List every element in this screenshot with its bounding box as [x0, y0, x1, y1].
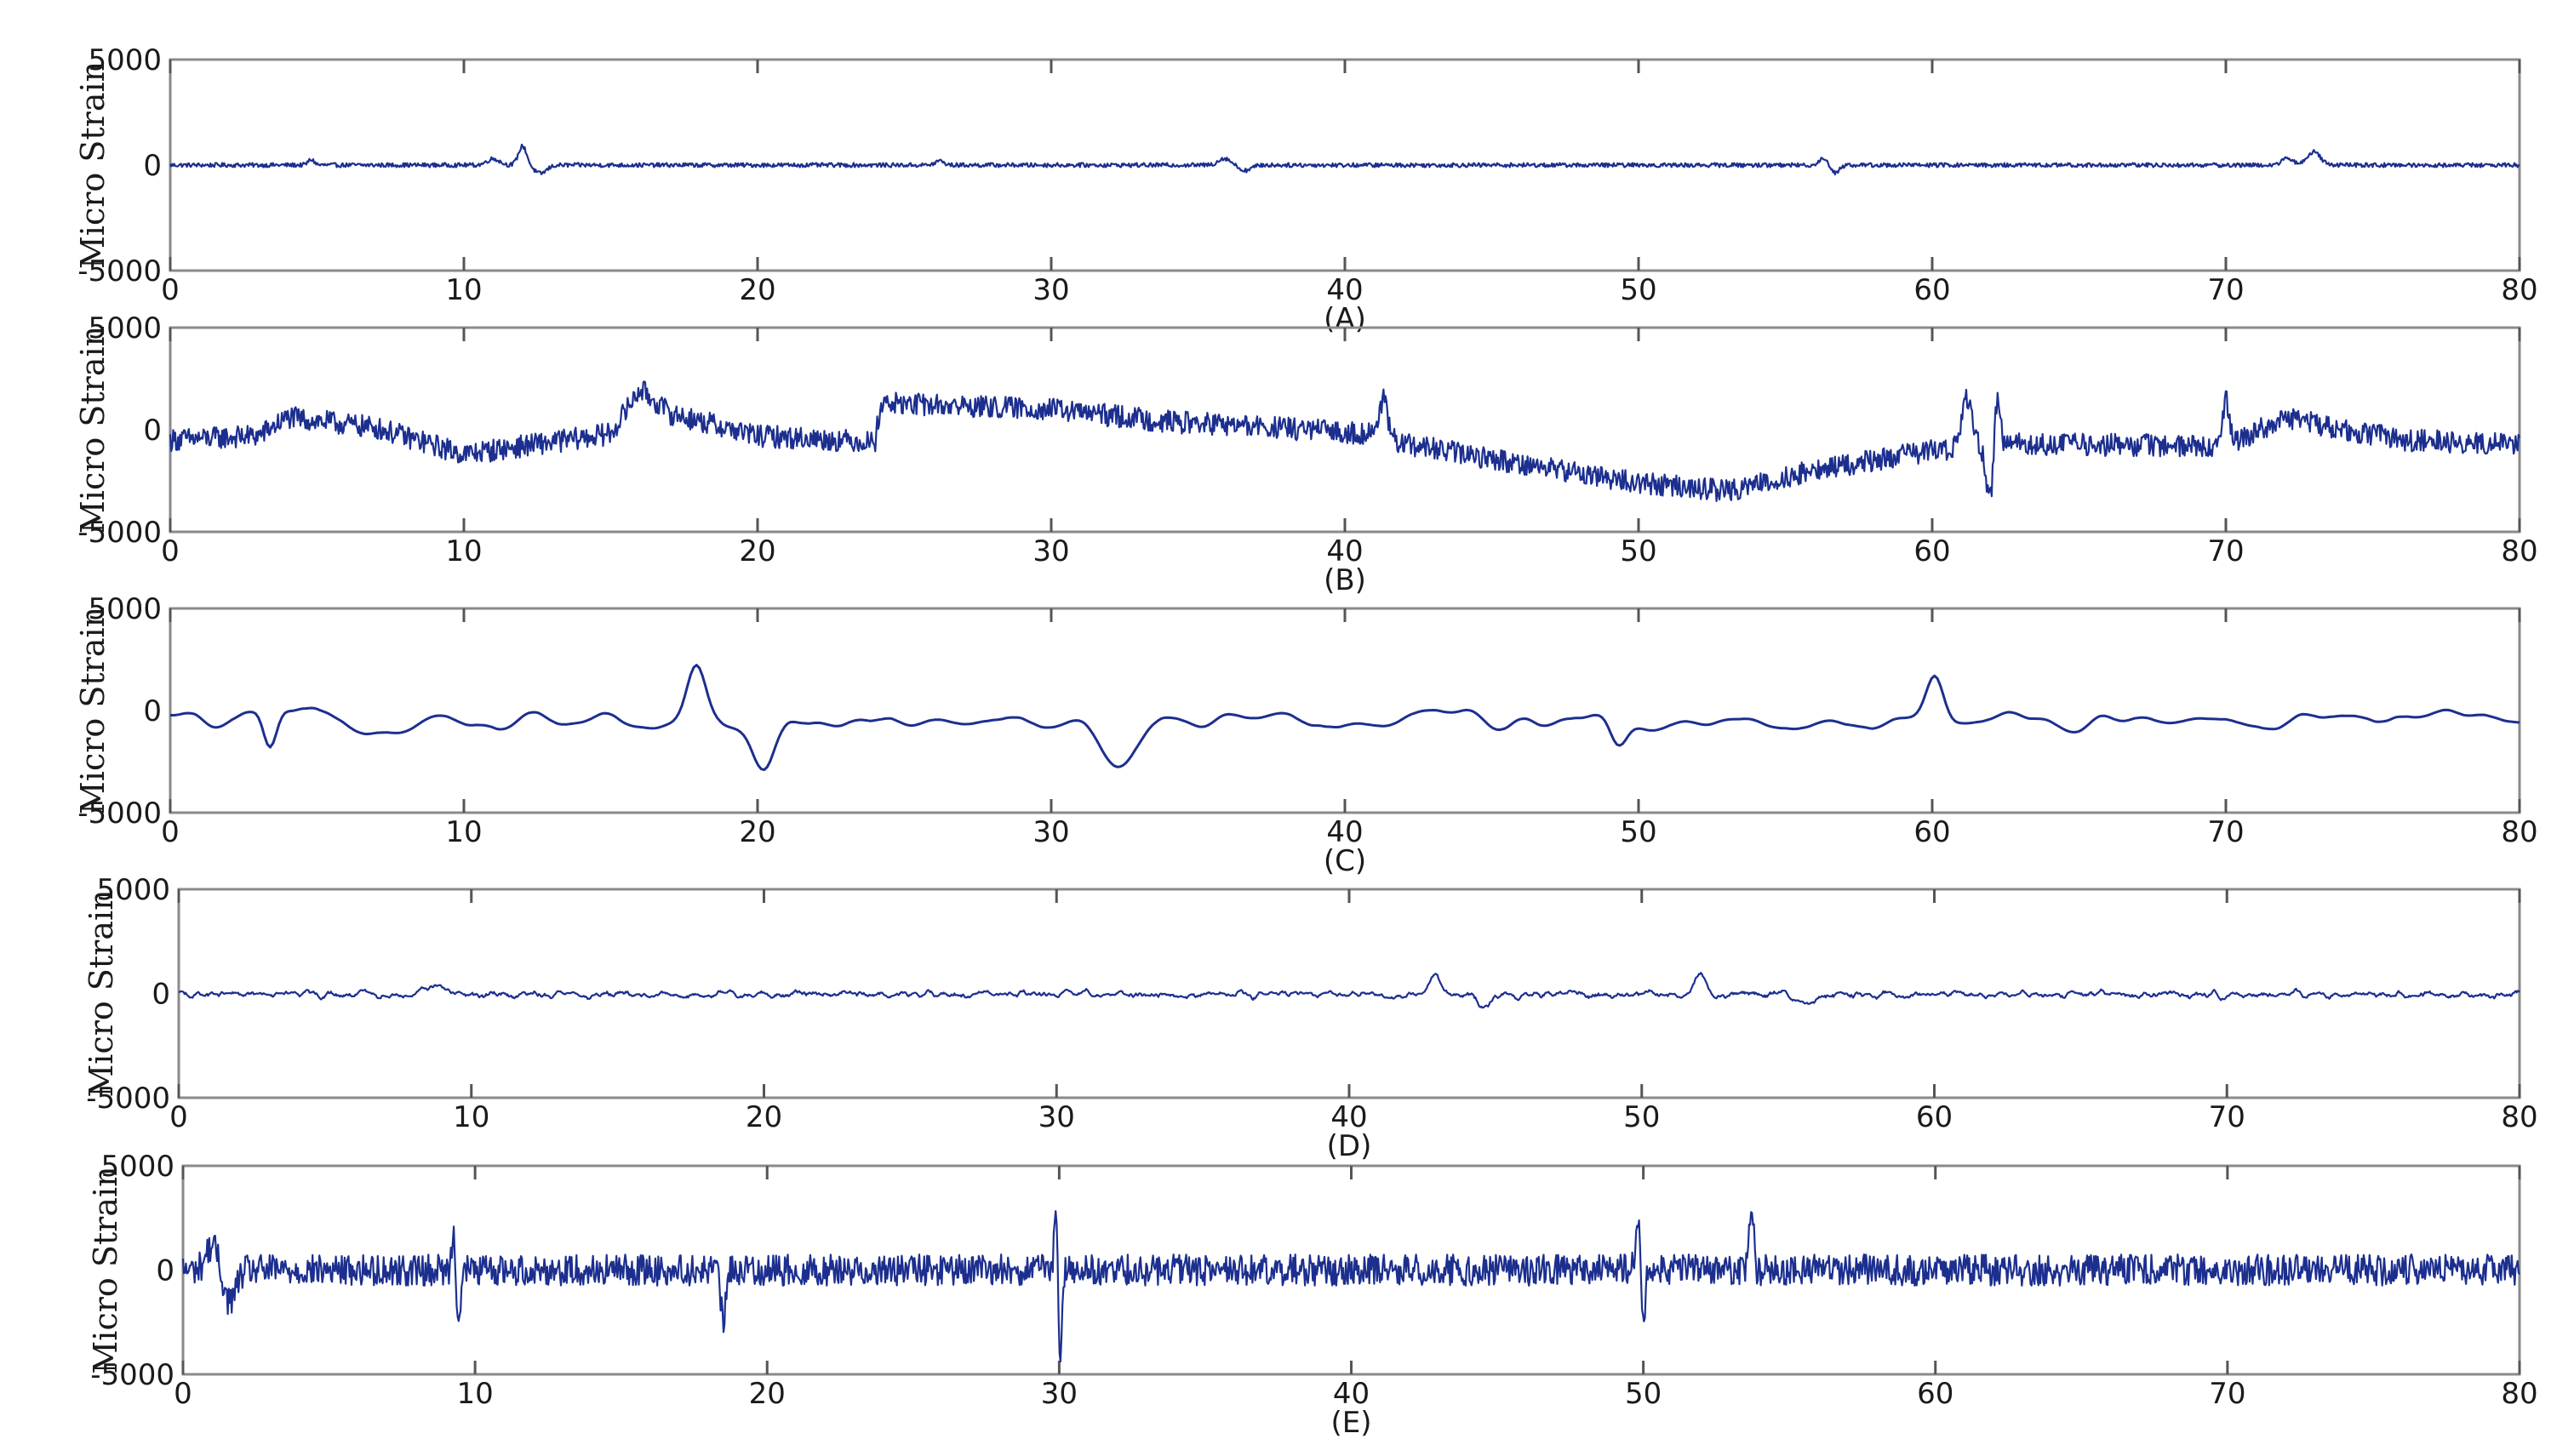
x-tick-label: 10 — [453, 1100, 489, 1134]
x-tick-label: 10 — [456, 1377, 493, 1411]
y-tick-label: -5000 — [90, 1358, 174, 1392]
x-tick-label: 80 — [2501, 1100, 2537, 1134]
x-tick-label: 60 — [1916, 1100, 1953, 1134]
y-axis-label: Micro Strain — [87, 1166, 124, 1373]
y-tick-label: 0 — [156, 1254, 174, 1288]
x-tick-label: 40 — [1326, 815, 1363, 849]
y-tick-label: 0 — [143, 414, 162, 448]
x-tick-label: 30 — [1032, 273, 1069, 307]
x-tick-label: 60 — [1913, 815, 1950, 849]
x-tick-label: 0 — [161, 815, 180, 849]
x-tick-label: 10 — [445, 815, 482, 849]
x-tick-label: 0 — [161, 273, 180, 307]
y-axis-label: Micro Strain — [74, 607, 112, 814]
strain-trace — [169, 143, 2520, 176]
y-tick-label: 0 — [152, 978, 170, 1012]
x-tick-label: 20 — [739, 534, 775, 568]
y-tick-label: -5000 — [86, 1082, 170, 1116]
strain-trace — [170, 664, 2520, 772]
x-tick-label: 40 — [1326, 534, 1363, 568]
x-tick-label: 50 — [1620, 273, 1656, 307]
y-tick-label: 0 — [143, 694, 162, 728]
y-tick-label: 5000 — [88, 311, 162, 345]
x-tick-label: 20 — [739, 273, 775, 307]
x-tick-label: 70 — [2207, 273, 2244, 307]
strain-trace — [178, 972, 2520, 1009]
y-tick-label: 5000 — [88, 592, 162, 626]
x-tick-label: 20 — [749, 1377, 786, 1411]
x-tick-label: 60 — [1913, 534, 1950, 568]
x-tick-label: 70 — [2209, 1100, 2245, 1134]
x-tick-label: 10 — [445, 273, 482, 307]
y-axis-label: Micro Strain — [74, 326, 112, 534]
x-tick-label: 50 — [1625, 1377, 1662, 1411]
y-tick-label: 5000 — [100, 1150, 174, 1184]
x-tick-label: 60 — [1917, 1377, 1953, 1411]
x-tick-label: 0 — [174, 1377, 192, 1411]
x-tick-label: 60 — [1913, 273, 1950, 307]
x-tick-label: 80 — [2501, 815, 2537, 849]
x-tick-label: 10 — [445, 534, 482, 568]
x-tick-label: 80 — [2501, 1377, 2537, 1411]
x-tick-label: 80 — [2501, 534, 2537, 568]
y-tick-label: -5000 — [77, 797, 162, 831]
x-tick-label: 40 — [1330, 1100, 1367, 1134]
y-tick-label: -5000 — [77, 516, 162, 550]
x-tick-label: 50 — [1620, 534, 1656, 568]
subplot-caption: (E) — [1330, 1406, 1371, 1440]
x-tick-label: 20 — [739, 815, 775, 849]
subplot-caption: (C) — [1324, 844, 1366, 878]
x-tick-label: 30 — [1032, 815, 1069, 849]
y-tick-label: -5000 — [77, 254, 162, 288]
x-tick-label: 70 — [2209, 1377, 2245, 1411]
x-tick-label: 80 — [2501, 273, 2537, 307]
y-tick-label: 5000 — [96, 873, 170, 907]
x-tick-label: 40 — [1326, 273, 1363, 307]
x-tick-label: 70 — [2207, 534, 2244, 568]
x-tick-label: 20 — [746, 1100, 782, 1134]
plot-frame — [169, 607, 2521, 814]
x-tick-label: 50 — [1620, 815, 1656, 849]
x-tick-label: 50 — [1623, 1100, 1660, 1134]
y-tick-label: 0 — [143, 149, 162, 183]
subplot-caption: (D) — [1327, 1129, 1372, 1163]
x-tick-label: 40 — [1333, 1377, 1370, 1411]
strain-trace — [169, 380, 2521, 502]
x-tick-label: 30 — [1041, 1377, 1078, 1411]
x-tick-label: 0 — [169, 1100, 188, 1134]
y-axis-label: Micro Strain — [74, 61, 112, 269]
subplot-caption: (B) — [1324, 563, 1366, 597]
strain-trace — [181, 1210, 2520, 1362]
x-tick-label: 0 — [161, 534, 180, 568]
x-tick-label: 30 — [1038, 1100, 1075, 1134]
y-axis-label: Micro Strain — [83, 889, 120, 1097]
x-tick-label: 70 — [2207, 815, 2244, 849]
y-tick-label: 5000 — [88, 43, 162, 77]
x-tick-label: 30 — [1032, 534, 1069, 568]
